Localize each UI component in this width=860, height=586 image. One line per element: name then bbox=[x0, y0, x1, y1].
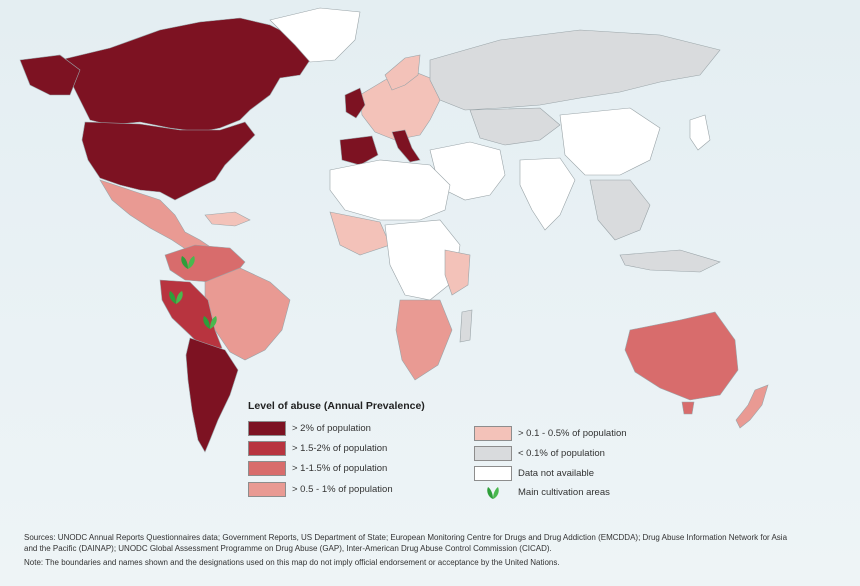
region-north-africa bbox=[329, 159, 451, 221]
region-southeast-asia bbox=[589, 179, 651, 241]
map-disclaimer-note: Note: The boundaries and names shown and… bbox=[24, 558, 560, 567]
leaf-icon bbox=[487, 486, 499, 499]
region-new-zealand bbox=[735, 384, 769, 429]
legend-label: < 0.1% of population bbox=[518, 447, 605, 459]
leaf-icon bbox=[181, 256, 195, 269]
region-italy bbox=[391, 129, 421, 163]
sources-line-2: and the Pacific (DAINAP); UNODC Global A… bbox=[24, 544, 552, 553]
legend-swatch bbox=[474, 425, 512, 441]
leaf-icon bbox=[169, 291, 183, 304]
legend-label: > 0.5 - 1% of population bbox=[292, 483, 393, 495]
region-east-africa bbox=[444, 249, 471, 296]
region-indonesia bbox=[619, 249, 721, 273]
region-canada bbox=[59, 17, 311, 133]
sources-line-1: Sources: UNODC Annual Reports Questionna… bbox=[24, 533, 788, 542]
region-west-africa bbox=[329, 211, 391, 256]
legend-item-under-0-1: < 0.1% of population bbox=[474, 445, 605, 461]
legend-item-1-1-5: > 1-1.5% of population bbox=[248, 460, 387, 476]
region-spain bbox=[339, 135, 379, 166]
leaf-icon bbox=[203, 316, 217, 329]
region-alaska bbox=[19, 54, 81, 96]
region-usa bbox=[81, 121, 256, 201]
legend-swatch bbox=[474, 445, 512, 461]
legend-label: Main cultivation areas bbox=[518, 486, 610, 498]
legend-item-no-data: Data not available bbox=[474, 465, 594, 481]
legend-label: > 0.1 - 0.5% of population bbox=[518, 427, 627, 439]
region-japan bbox=[689, 114, 711, 151]
region-china bbox=[559, 107, 661, 176]
legend-swatch bbox=[248, 420, 286, 436]
region-greenland bbox=[269, 7, 361, 63]
region-central-africa bbox=[384, 219, 461, 301]
legend-swatch bbox=[248, 460, 286, 476]
region-argentina-chile bbox=[185, 337, 239, 453]
region-uk bbox=[344, 87, 366, 119]
legend-item-0-5-1: > 0.5 - 1% of population bbox=[248, 481, 393, 497]
region-scandinavia bbox=[384, 54, 421, 91]
legend-title: Level of abuse (Annual Prevalence) bbox=[248, 400, 425, 412]
legend-label: > 2% of population bbox=[292, 422, 371, 434]
legend-label: > 1.5-2% of population bbox=[292, 442, 388, 454]
region-australia bbox=[624, 311, 739, 401]
legend-item-cultivation: Main cultivation areas bbox=[474, 484, 610, 500]
legend-item-1-5-2: > 1.5-2% of population bbox=[248, 440, 387, 456]
legend-swatch bbox=[248, 440, 286, 456]
region-central-asia bbox=[469, 107, 561, 146]
legend-item-0-1-0-5: > 0.1 - 0.5% of population bbox=[474, 425, 627, 441]
legend-swatch bbox=[474, 465, 512, 481]
legend-label: > 1-1.5% of population bbox=[292, 462, 388, 474]
region-southern-africa bbox=[395, 299, 453, 381]
region-russia bbox=[429, 29, 721, 111]
legend-label: Data not available bbox=[518, 467, 595, 479]
region-india bbox=[519, 157, 576, 231]
region-caribbean bbox=[204, 211, 251, 227]
legend-item-over-2: > 2% of population bbox=[248, 420, 371, 436]
region-madagascar bbox=[459, 309, 473, 343]
legend-swatch bbox=[248, 481, 286, 497]
region-tasmania bbox=[681, 401, 695, 415]
